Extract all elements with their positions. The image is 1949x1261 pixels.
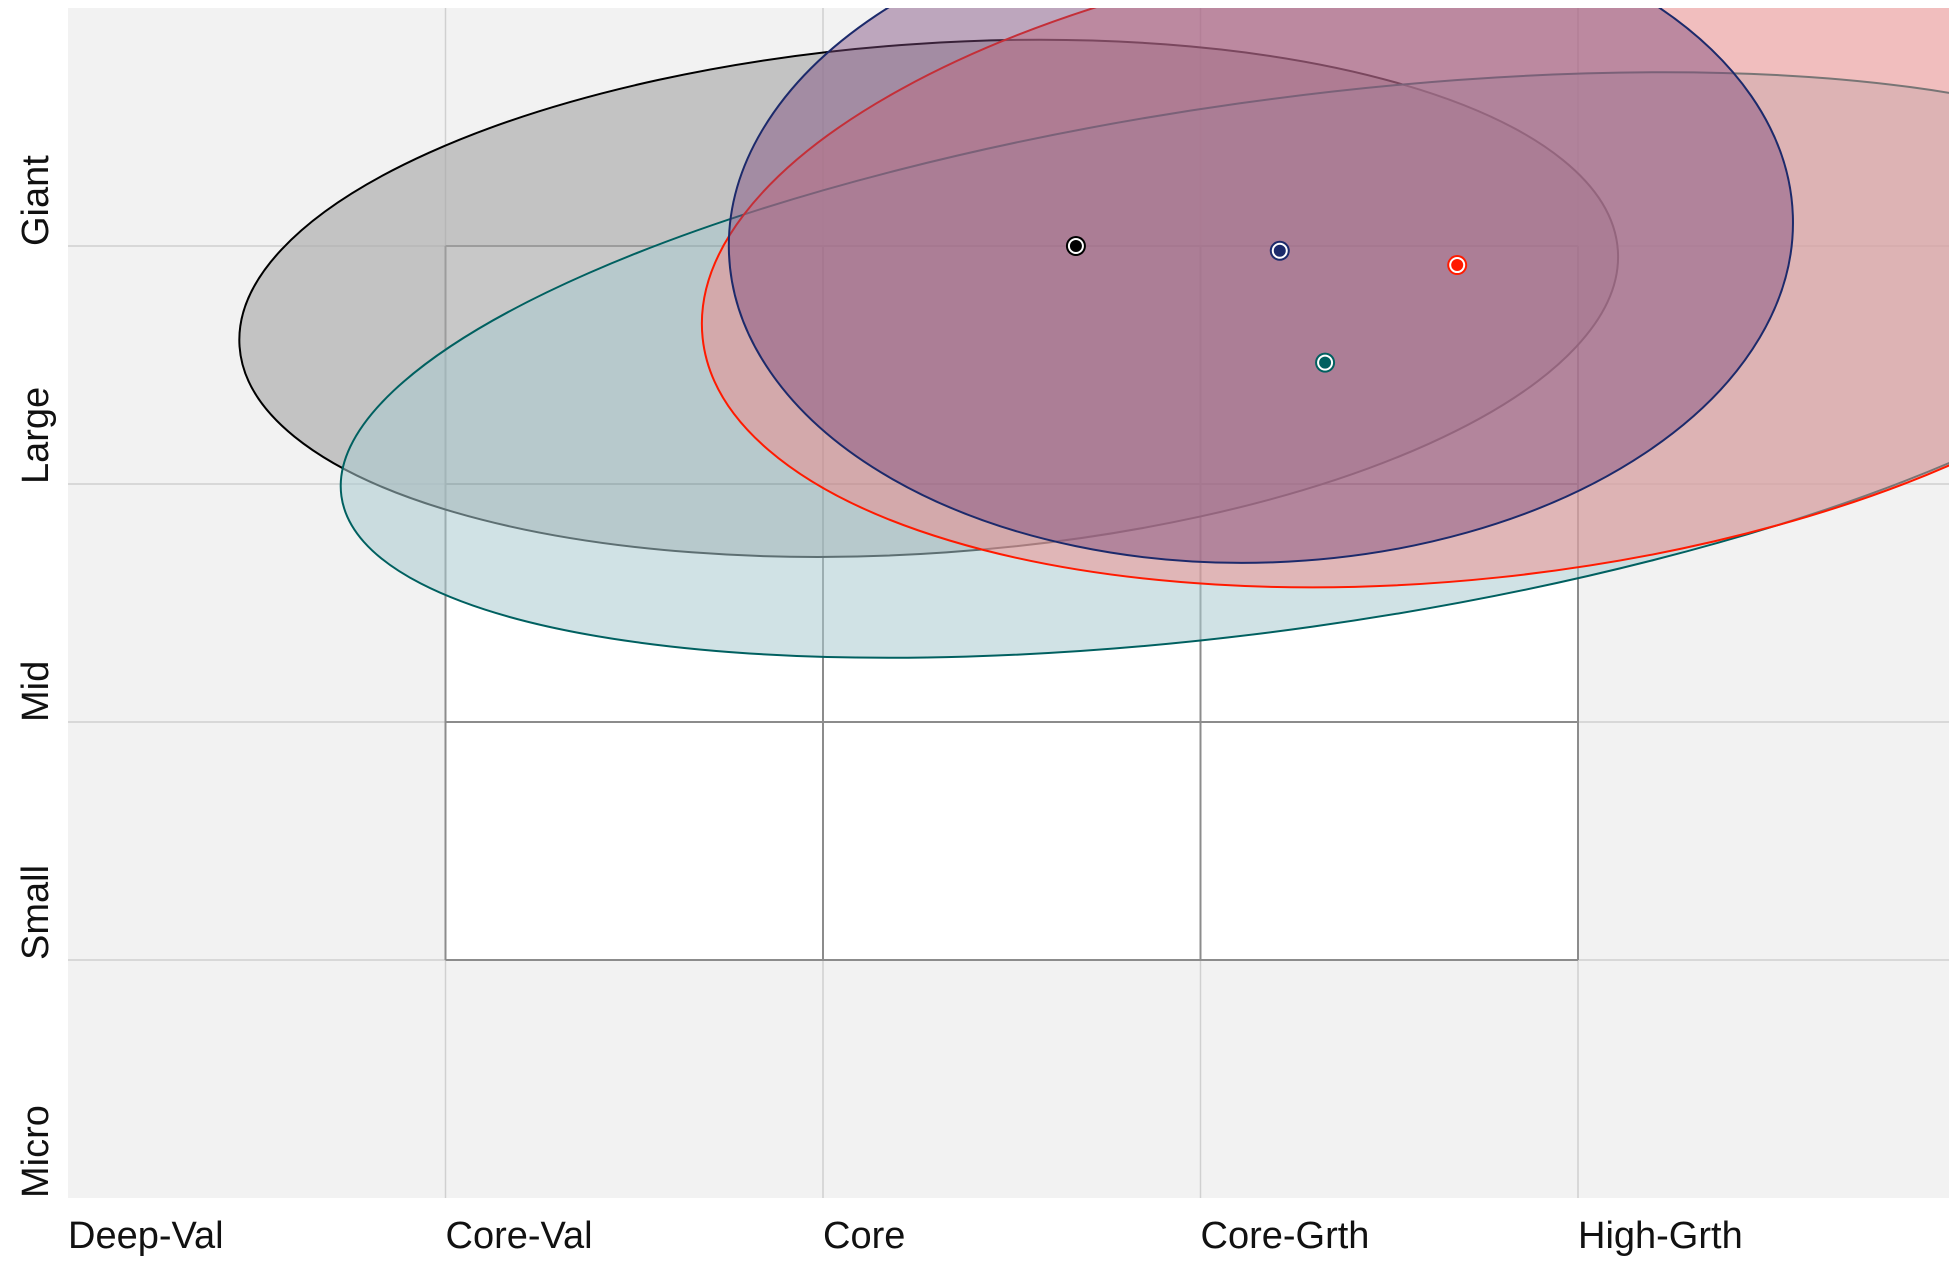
series-point-ring xyxy=(1067,238,1084,254)
y-tick-label: Micro xyxy=(15,1105,57,1198)
series-point-ring xyxy=(1271,242,1288,259)
y-tick-label: Mid xyxy=(15,661,57,722)
y-tick-label: Giant xyxy=(15,155,57,246)
x-tick-label: Core-Grth xyxy=(1201,1215,1370,1257)
x-tick-label: Core xyxy=(823,1215,905,1257)
x-tick-label: Deep-Val xyxy=(68,1215,224,1257)
series-point-ring xyxy=(1317,354,1334,371)
x-axis-ticks: Deep-Val Core-Val Core Core-Grth High-Gr… xyxy=(68,1215,1743,1257)
x-tick-label: High-Grth xyxy=(1578,1215,1743,1257)
ellipse-group xyxy=(238,8,1949,659)
series-ellipse xyxy=(727,8,1794,564)
x-tick-label: Core-Val xyxy=(446,1215,593,1257)
point-group xyxy=(1065,236,1468,373)
series-point-ring xyxy=(1449,257,1466,274)
series-ellipse xyxy=(700,8,1949,589)
y-axis-ticks: Micro Small Mid Large Giant xyxy=(15,155,57,1198)
y-tick-label: Small xyxy=(15,865,57,960)
y-tick-label: Large xyxy=(15,387,57,484)
